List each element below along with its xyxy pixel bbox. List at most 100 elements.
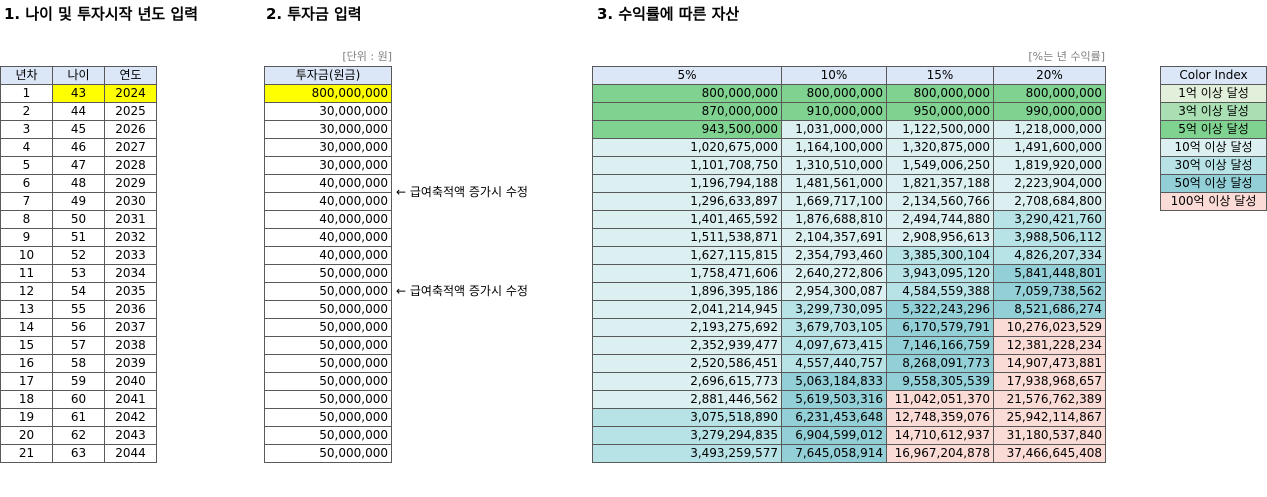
asset-value-cell: 2,954,300,087 xyxy=(781,282,887,301)
age-table-row: 12 54 2035 xyxy=(0,282,157,301)
year-cell: 2027 xyxy=(104,138,157,157)
investment-table-row: 50,000,000 xyxy=(264,408,392,427)
investment-amount-cell[interactable]: 30,000,000 xyxy=(264,138,392,157)
assets-table-row: 2,041,214,945 3,299,730,095 5,322,243,296 8… xyxy=(592,300,1106,319)
asset-value-cell: 2,908,956,613 xyxy=(886,228,994,247)
age-table-row: 3 45 2026 xyxy=(0,120,157,139)
age-table-row: 16 58 2039 xyxy=(0,354,157,373)
age-cell: 45 xyxy=(52,120,105,139)
age-cell[interactable]: 43 xyxy=(52,84,105,103)
assets-table-header-cell: 20% xyxy=(993,66,1106,85)
asset-value-cell: 1,320,875,000 xyxy=(886,138,994,157)
age-cell: 46 xyxy=(52,138,105,157)
investment-amount-cell[interactable]: 50,000,000 xyxy=(264,354,392,373)
asset-value-cell: 1,296,633,897 xyxy=(592,192,782,211)
investment-amount-cell[interactable]: 30,000,000 xyxy=(264,102,392,121)
assets-table-header-cell: 5% xyxy=(592,66,782,85)
asset-value-cell: 10,276,023,529 xyxy=(993,318,1106,337)
investment-amount-cell[interactable]: 50,000,000 xyxy=(264,264,392,283)
asset-value-cell: 910,000,000 xyxy=(781,102,887,121)
asset-value-cell: 5,322,243,296 xyxy=(886,300,994,319)
investment-amount-cell[interactable]: 800,000,000 xyxy=(264,84,392,103)
age-cell: 58 xyxy=(52,354,105,373)
asset-value-cell: 37,466,645,408 xyxy=(993,444,1106,463)
investment-table-row: 40,000,000 xyxy=(264,210,392,229)
year-index-cell: 9 xyxy=(0,228,53,247)
asset-value-cell: 2,193,275,692 xyxy=(592,318,782,337)
color-index-header: Color Index xyxy=(1160,66,1267,85)
asset-value-cell: 5,063,184,833 xyxy=(781,372,887,391)
year-cell: 2026 xyxy=(104,120,157,139)
assets-table-row: 2,193,275,692 3,679,703,105 6,170,579,791 1… xyxy=(592,318,1106,337)
asset-value-cell: 17,938,968,657 xyxy=(993,372,1106,391)
investment-amount-cell[interactable]: 50,000,000 xyxy=(264,318,392,337)
age-cell: 61 xyxy=(52,408,105,427)
investment-amount-cell[interactable]: 50,000,000 xyxy=(264,372,392,391)
color-index-item: 1억 이상 달성 xyxy=(1160,84,1267,103)
year-index-cell: 7 xyxy=(0,192,53,211)
year-cell[interactable]: 2024 xyxy=(104,84,157,103)
investment-amount-cell[interactable]: 50,000,000 xyxy=(264,408,392,427)
unit-note-won: [단위 : 원] xyxy=(342,50,392,63)
age-cell: 53 xyxy=(52,264,105,283)
asset-value-cell: 2,494,744,880 xyxy=(886,210,994,229)
assets-table-row: 1,101,708,750 1,310,510,000 1,549,006,250 1… xyxy=(592,156,1106,175)
investment-amount-cell[interactable]: 50,000,000 xyxy=(264,444,392,463)
investment-table-row: 50,000,000 xyxy=(264,300,392,319)
investment-amount-cell[interactable]: 40,000,000 xyxy=(264,210,392,229)
year-cell: 2044 xyxy=(104,444,157,463)
asset-value-cell: 8,521,686,274 xyxy=(993,300,1106,319)
investment-amount-cell[interactable]: 50,000,000 xyxy=(264,282,392,301)
age-cell: 52 xyxy=(52,246,105,265)
section-heading-investment: 2. 투자금 입력 xyxy=(266,5,362,23)
color-index-header-row: Color Index xyxy=(1160,66,1267,85)
assets-table-row: 1,020,675,000 1,164,100,000 1,320,875,000 1… xyxy=(592,138,1106,157)
age-table-row: 13 55 2036 xyxy=(0,300,157,319)
assets-table-row: 943,500,000 1,031,000,000 1,122,500,000 1,2… xyxy=(592,120,1106,139)
year-cell: 2025 xyxy=(104,102,157,121)
asset-value-cell: 2,520,586,451 xyxy=(592,354,782,373)
investment-amount-cell[interactable]: 40,000,000 xyxy=(264,246,392,265)
investment-amount-cell[interactable]: 50,000,000 xyxy=(264,426,392,445)
color-index-row: 1억 이상 달성 xyxy=(1160,84,1267,103)
asset-value-cell: 1,821,357,188 xyxy=(886,174,994,193)
asset-value-cell: 1,031,000,000 xyxy=(781,120,887,139)
asset-value-cell: 1,627,115,815 xyxy=(592,246,782,265)
investment-table-row: 40,000,000 xyxy=(264,174,392,193)
asset-value-cell: 1,511,538,871 xyxy=(592,228,782,247)
age-cell: 63 xyxy=(52,444,105,463)
asset-value-cell: 12,381,228,234 xyxy=(993,336,1106,355)
asset-value-cell: 14,710,612,937 xyxy=(886,426,994,445)
age-table-row: 19 61 2042 xyxy=(0,408,157,427)
asset-value-cell: 16,967,204,878 xyxy=(886,444,994,463)
age-cell: 60 xyxy=(52,390,105,409)
investment-amount-cell[interactable]: 40,000,000 xyxy=(264,192,392,211)
asset-value-cell: 800,000,000 xyxy=(781,84,887,103)
asset-value-cell: 2,696,615,773 xyxy=(592,372,782,391)
investment-amount-cell[interactable]: 40,000,000 xyxy=(264,174,392,193)
age-table-row: 5 47 2028 xyxy=(0,156,157,175)
investment-table-row: 800,000,000 xyxy=(264,84,392,103)
year-cell: 2028 xyxy=(104,156,157,175)
age-table-row: 17 59 2040 xyxy=(0,372,157,391)
color-index-item: 10억 이상 달성 xyxy=(1160,138,1267,157)
investment-amount-cell[interactable]: 50,000,000 xyxy=(264,300,392,319)
investment-amount-cell[interactable]: 30,000,000 xyxy=(264,120,392,139)
asset-value-cell: 4,557,440,757 xyxy=(781,354,887,373)
age-cell: 48 xyxy=(52,174,105,193)
year-cell: 2035 xyxy=(104,282,157,301)
asset-value-cell: 6,904,599,012 xyxy=(781,426,887,445)
investment-amount-cell[interactable]: 40,000,000 xyxy=(264,228,392,247)
assets-table-row: 3,279,294,835 6,904,599,012 14,710,612,937… xyxy=(592,426,1106,445)
age-cell: 44 xyxy=(52,102,105,121)
asset-value-cell: 2,223,904,000 xyxy=(993,174,1106,193)
asset-value-cell: 2,104,357,691 xyxy=(781,228,887,247)
asset-value-cell: 4,584,559,388 xyxy=(886,282,994,301)
year-cell: 2038 xyxy=(104,336,157,355)
year-index-cell: 20 xyxy=(0,426,53,445)
year-index-cell: 15 xyxy=(0,336,53,355)
investment-amount-cell[interactable]: 30,000,000 xyxy=(264,156,392,175)
investment-amount-cell[interactable]: 50,000,000 xyxy=(264,390,392,409)
investment-amount-cell[interactable]: 50,000,000 xyxy=(264,336,392,355)
year-cell: 2037 xyxy=(104,318,157,337)
